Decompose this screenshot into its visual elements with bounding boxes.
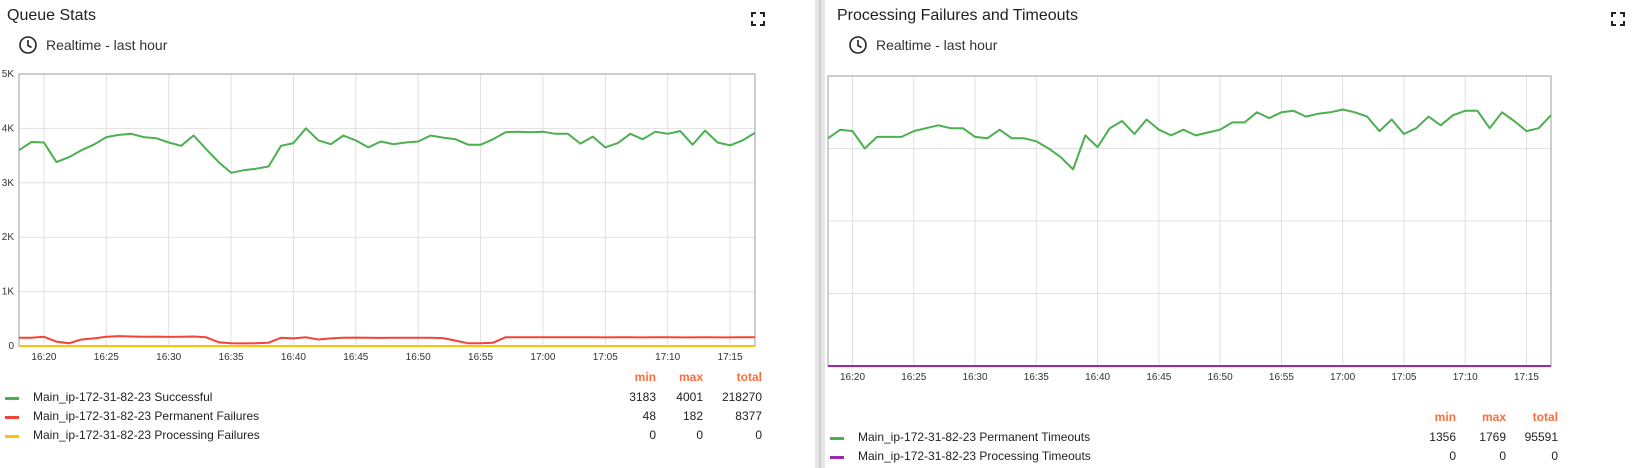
fullscreen-icon[interactable]	[1611, 12, 1625, 26]
series-line	[19, 335, 755, 345]
legend-series-name: Main_ip-172-31-82-23 Permanent Failures	[33, 409, 260, 423]
legend-header-min: min	[1434, 410, 1456, 424]
legend-item[interactable]: Main_ip-172-31-82-23 Processing Failures…	[0, 426, 815, 446]
x-tick-label: 16:55	[468, 352, 493, 363]
legend-series-name: Main_ip-172-31-82-23 Processing Timeouts	[858, 449, 1091, 463]
legend-swatch	[5, 397, 19, 400]
y-tick-label: 0	[8, 341, 14, 352]
x-tick-label: 16:25	[94, 352, 119, 363]
x-tick-label: 17:10	[1453, 372, 1478, 383]
legend-swatch	[830, 456, 844, 459]
legend-min-value: 3183	[629, 390, 656, 404]
legend-max-value: 1769	[1479, 430, 1506, 444]
x-tick-label: 16:40	[281, 352, 306, 363]
x-tick-label: 17:00	[1330, 372, 1355, 383]
panel-title: Queue Stats	[7, 7, 96, 24]
x-tick-label: 16:35	[1024, 372, 1049, 383]
legend-series-name: Main_ip-172-31-82-23 Permanent Timeouts	[858, 430, 1091, 444]
legend-header-min: min	[634, 370, 656, 384]
time-range-indicator: Realtime - last hour	[848, 35, 997, 55]
plot-frame	[18, 73, 756, 347]
fullscreen-icon[interactable]	[751, 12, 765, 26]
clock-icon	[19, 36, 37, 54]
legend-total-value: 95591	[1524, 430, 1558, 444]
legend-min-value: 48	[642, 409, 656, 423]
failures-timeouts-chart: 05001K1.5K2K16:2016:2516:3016:3516:4016:…	[827, 75, 1552, 383]
legend-series-name: Main_ip-172-31-82-23 Successful	[33, 390, 213, 404]
chart-legend: min max total Main_ip-172-31-82-23 Successf…	[0, 370, 815, 468]
legend-item[interactable]: Main_ip-172-31-82-23 Processing Timeouts…	[825, 447, 1635, 467]
legend-header-total: total	[1532, 410, 1558, 424]
y-tick-label: 1K	[2, 287, 15, 298]
panel-divider	[815, 0, 825, 468]
legend-max-value: 4001	[676, 390, 703, 404]
clock-icon	[849, 36, 867, 54]
legend-total-value: 8377	[735, 409, 762, 423]
time-range-indicator: Realtime - last hour	[18, 35, 167, 55]
time-range-label: Realtime - last hour	[46, 37, 168, 53]
x-tick-label: 17:05	[1391, 372, 1416, 383]
legend-max-value: 0	[696, 428, 703, 442]
legend-total-value: 0	[1551, 449, 1558, 463]
series-line	[18, 127, 756, 174]
time-range-label: Realtime - last hour	[876, 37, 998, 53]
x-tick-label: 16:20	[840, 372, 865, 383]
x-tick-label: 16:20	[31, 352, 56, 363]
x-tick-label: 16:45	[343, 352, 368, 363]
failures-timeouts-panel: Processing Failures and Timeouts Realtim…	[825, 0, 1635, 468]
y-tick-label: 3K	[2, 178, 15, 189]
legend-item[interactable]: Main_ip-172-31-82-23 Successful 3183 4001 2…	[0, 388, 815, 408]
panel-title: Processing Failures and Timeouts	[837, 7, 1078, 24]
x-tick-label: 16:55	[1269, 372, 1294, 383]
x-tick-label: 16:40	[1085, 372, 1110, 383]
y-tick-label: 4K	[2, 123, 15, 134]
x-tick-label: 16:50	[406, 352, 431, 363]
x-tick-label: 16:45	[1146, 372, 1171, 383]
legend-item[interactable]: Main_ip-172-31-82-23 Permanent Timeouts 1…	[825, 428, 1635, 448]
y-tick-label: 2K	[2, 232, 15, 243]
x-tick-label: 17:10	[655, 352, 680, 363]
x-tick-label: 16:30	[963, 372, 988, 383]
queue-stats-chart: 0 1K 2K 3K 4K 5K 16:20 16:25 16:30 16:35 16:40 16:4…	[2, 69, 756, 363]
legend-swatch	[5, 435, 19, 438]
legend-swatch	[830, 437, 844, 440]
legend-max-value: 182	[682, 409, 703, 423]
x-tick-label: 16:50	[1208, 372, 1233, 383]
x-tick-label: 16:25	[901, 372, 926, 383]
series-line	[827, 108, 1552, 171]
legend-min-value: 0	[649, 428, 656, 442]
x-tick-label: 17:15	[718, 352, 743, 363]
legend-item[interactable]: Main_ip-172-31-82-23 Permanent Failures 4…	[0, 407, 815, 427]
x-tick-label: 16:30	[156, 352, 181, 363]
x-tick-label: 17:05	[593, 352, 618, 363]
x-tick-label: 17:15	[1514, 372, 1539, 383]
queue-stats-panel: Queue Stats Realtime - last hour 0 1K 2K 3K…	[0, 0, 815, 468]
x-tick-label: 16:35	[219, 352, 244, 363]
legend-min-value: 1356	[1429, 430, 1456, 444]
legend-header-max: max	[1481, 410, 1506, 424]
legend-max-value: 0	[1499, 449, 1506, 463]
legend-header-total: total	[736, 370, 762, 384]
legend-series-name: Main_ip-172-31-82-23 Processing Failures	[33, 428, 260, 442]
y-tick-label: 5K	[2, 69, 15, 80]
legend-min-value: 0	[1449, 449, 1456, 463]
legend-total-value: 0	[755, 428, 762, 442]
chart-legend: min max total Main_ip-172-31-82-23 Permanen…	[825, 390, 1635, 468]
legend-total-value: 218270	[721, 390, 762, 404]
legend-header-max: max	[678, 370, 703, 384]
x-tick-label: 17:00	[530, 352, 555, 363]
legend-swatch	[5, 416, 19, 419]
